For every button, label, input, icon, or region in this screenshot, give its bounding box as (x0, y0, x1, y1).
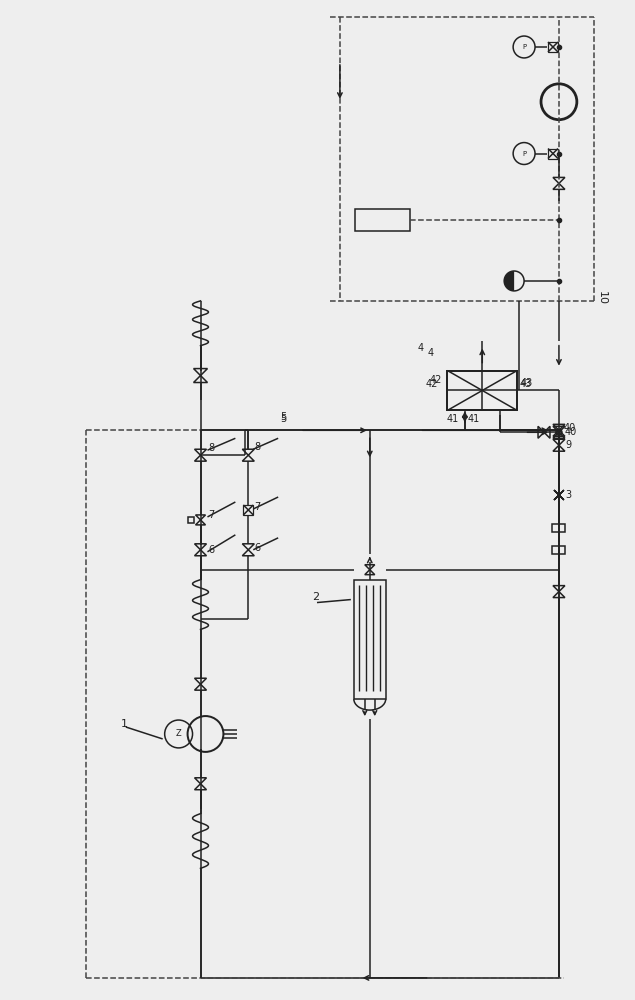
Wedge shape (504, 271, 514, 291)
Text: Z: Z (176, 729, 182, 738)
Text: 43: 43 (520, 378, 532, 388)
Bar (355, 209, 410, 231)
Bar (548, 42, 558, 52)
Text: P: P (522, 151, 526, 157)
Text: 4: 4 (427, 348, 434, 358)
Text: 7: 7 (208, 510, 215, 520)
Text: 2: 2 (312, 592, 319, 602)
Text: 5: 5 (280, 414, 286, 424)
Bar (448, 371, 517, 410)
Text: 6: 6 (254, 543, 260, 553)
Text: 43: 43 (519, 379, 531, 389)
Bar (552, 524, 565, 532)
Text: 9: 9 (565, 440, 571, 450)
Text: 3: 3 (565, 490, 571, 500)
Text: P: P (522, 44, 526, 50)
Bar (548, 149, 558, 159)
Text: 6: 6 (208, 545, 215, 555)
Text: 4: 4 (418, 343, 424, 353)
Text: 1: 1 (121, 719, 128, 729)
Text: 40: 40 (564, 423, 576, 433)
Text: 10: 10 (597, 291, 607, 305)
Text: 8: 8 (254, 442, 260, 452)
Text: 40: 40 (565, 427, 577, 437)
Text: 5: 5 (280, 412, 286, 422)
Bar (243, 505, 253, 515)
Bar (187, 517, 194, 523)
Text: 7: 7 (254, 502, 260, 512)
Text: 8: 8 (208, 443, 215, 453)
Text: 41: 41 (447, 414, 459, 424)
Text: 41: 41 (468, 414, 480, 424)
Text: 42: 42 (425, 379, 438, 389)
Bar (552, 546, 565, 554)
Text: 42: 42 (429, 375, 442, 385)
Bar (354, 580, 385, 699)
